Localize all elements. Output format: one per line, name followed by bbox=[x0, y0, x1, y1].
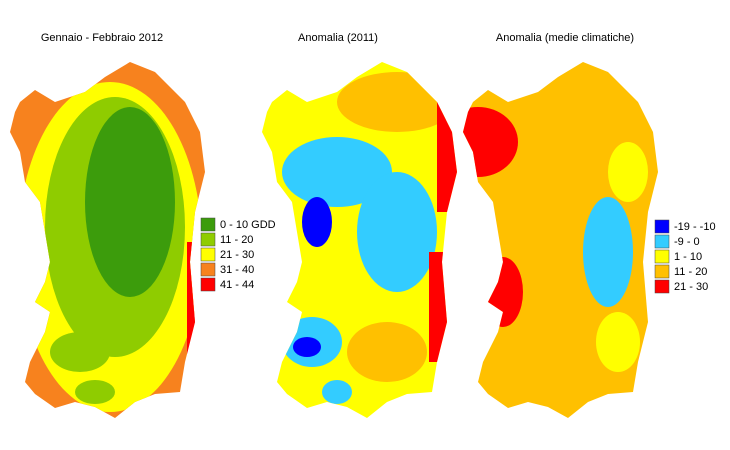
legend-label: 21 - 30 bbox=[674, 281, 708, 293]
legend-swatch bbox=[654, 249, 670, 264]
map-title: Anomalia (medie climatiche) bbox=[496, 32, 634, 44]
legend-label: 31 - 40 bbox=[220, 264, 254, 276]
map bbox=[463, 62, 658, 418]
legend-swatch bbox=[200, 277, 216, 292]
legend-label: 21 - 30 bbox=[220, 249, 254, 261]
legend-swatch bbox=[200, 232, 216, 247]
map bbox=[262, 62, 457, 418]
legend-swatch bbox=[654, 264, 670, 279]
legend-label: 11 - 20 bbox=[220, 234, 253, 246]
legend: -19 - -10 -9 - 0 1 - 10 11 - 20 21 - 30 bbox=[654, 219, 716, 294]
legend: 0 - 10 GDD 11 - 20 21 - 30 31 - 40 41 - 44 bbox=[200, 217, 276, 292]
map bbox=[10, 62, 205, 418]
map-title: Gennaio - Febbraio 2012 bbox=[41, 32, 163, 44]
legend-swatch bbox=[654, 279, 670, 294]
legend-swatch bbox=[654, 234, 670, 249]
legend-swatch bbox=[654, 219, 670, 234]
legend-label: 1 - 10 bbox=[674, 251, 702, 263]
legend-label: -9 - 0 bbox=[674, 236, 700, 248]
legend-label: 41 - 44 bbox=[220, 279, 254, 291]
legend-label: -19 - -10 bbox=[674, 221, 716, 233]
map-title: Anomalia (2011) bbox=[298, 32, 378, 44]
legend-label: 0 - 10 GDD bbox=[220, 219, 276, 231]
legend-label: 11 - 20 bbox=[674, 266, 707, 278]
legend-swatch bbox=[200, 217, 216, 232]
legend-swatch bbox=[200, 247, 216, 262]
legend-swatch bbox=[200, 262, 216, 277]
